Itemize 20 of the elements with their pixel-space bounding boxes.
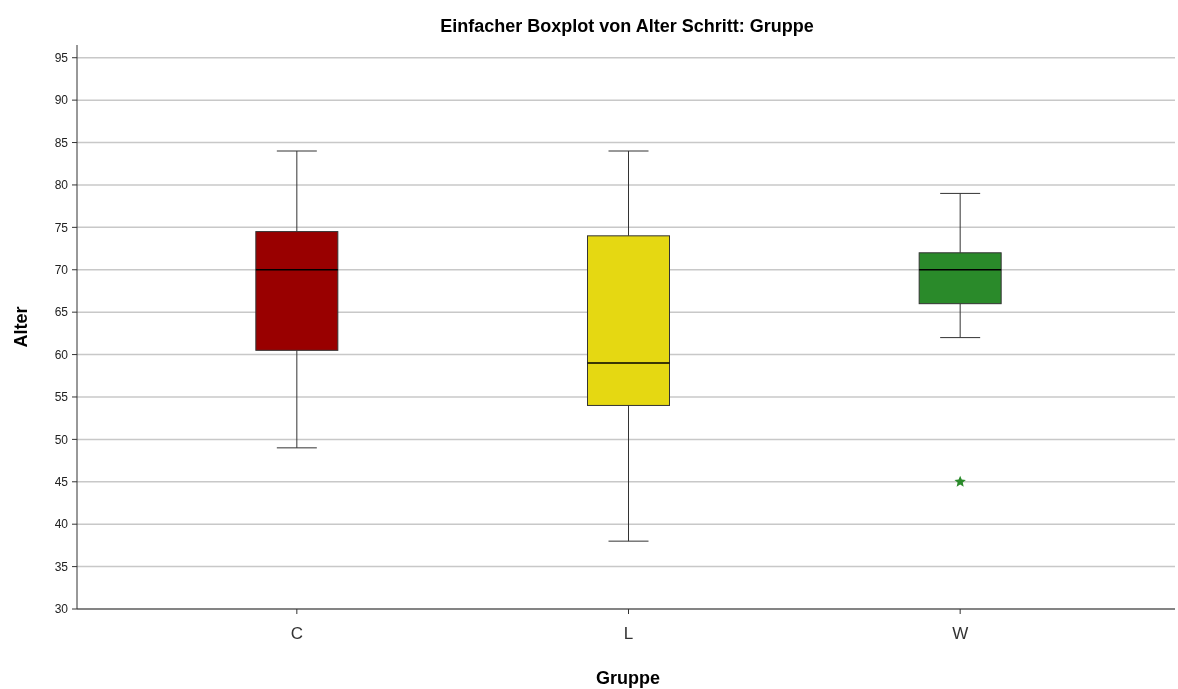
y-tick-label: 95	[54, 50, 69, 65]
x-tick-label: W	[952, 624, 969, 643]
y-tick-label: 65	[54, 305, 69, 320]
x-axis-title: Gruppe	[595, 668, 661, 688]
x-tick-label: C	[290, 624, 303, 643]
y-axis-title: Alter	[11, 306, 31, 348]
y-tick-label: 45	[54, 474, 69, 489]
y-tick-label: 70	[54, 262, 69, 277]
y-tick-label: 90	[54, 93, 69, 108]
x-tick-label: L	[623, 624, 634, 643]
y-tick-label: 75	[54, 220, 69, 235]
y-tick-label: 35	[54, 559, 69, 574]
y-tick-label: 50	[54, 432, 69, 447]
y-tick-label: 60	[54, 347, 69, 362]
chart-title: Einfacher Boxplot von Alter Schritt: Gruppe	[440, 16, 814, 36]
y-tick-label: 85	[54, 135, 69, 150]
y-tick-label: 55	[54, 390, 69, 405]
y-tick-label: 80	[54, 178, 69, 193]
y-tick-label: 40	[54, 517, 69, 532]
y-tick-label: 30	[54, 602, 69, 617]
